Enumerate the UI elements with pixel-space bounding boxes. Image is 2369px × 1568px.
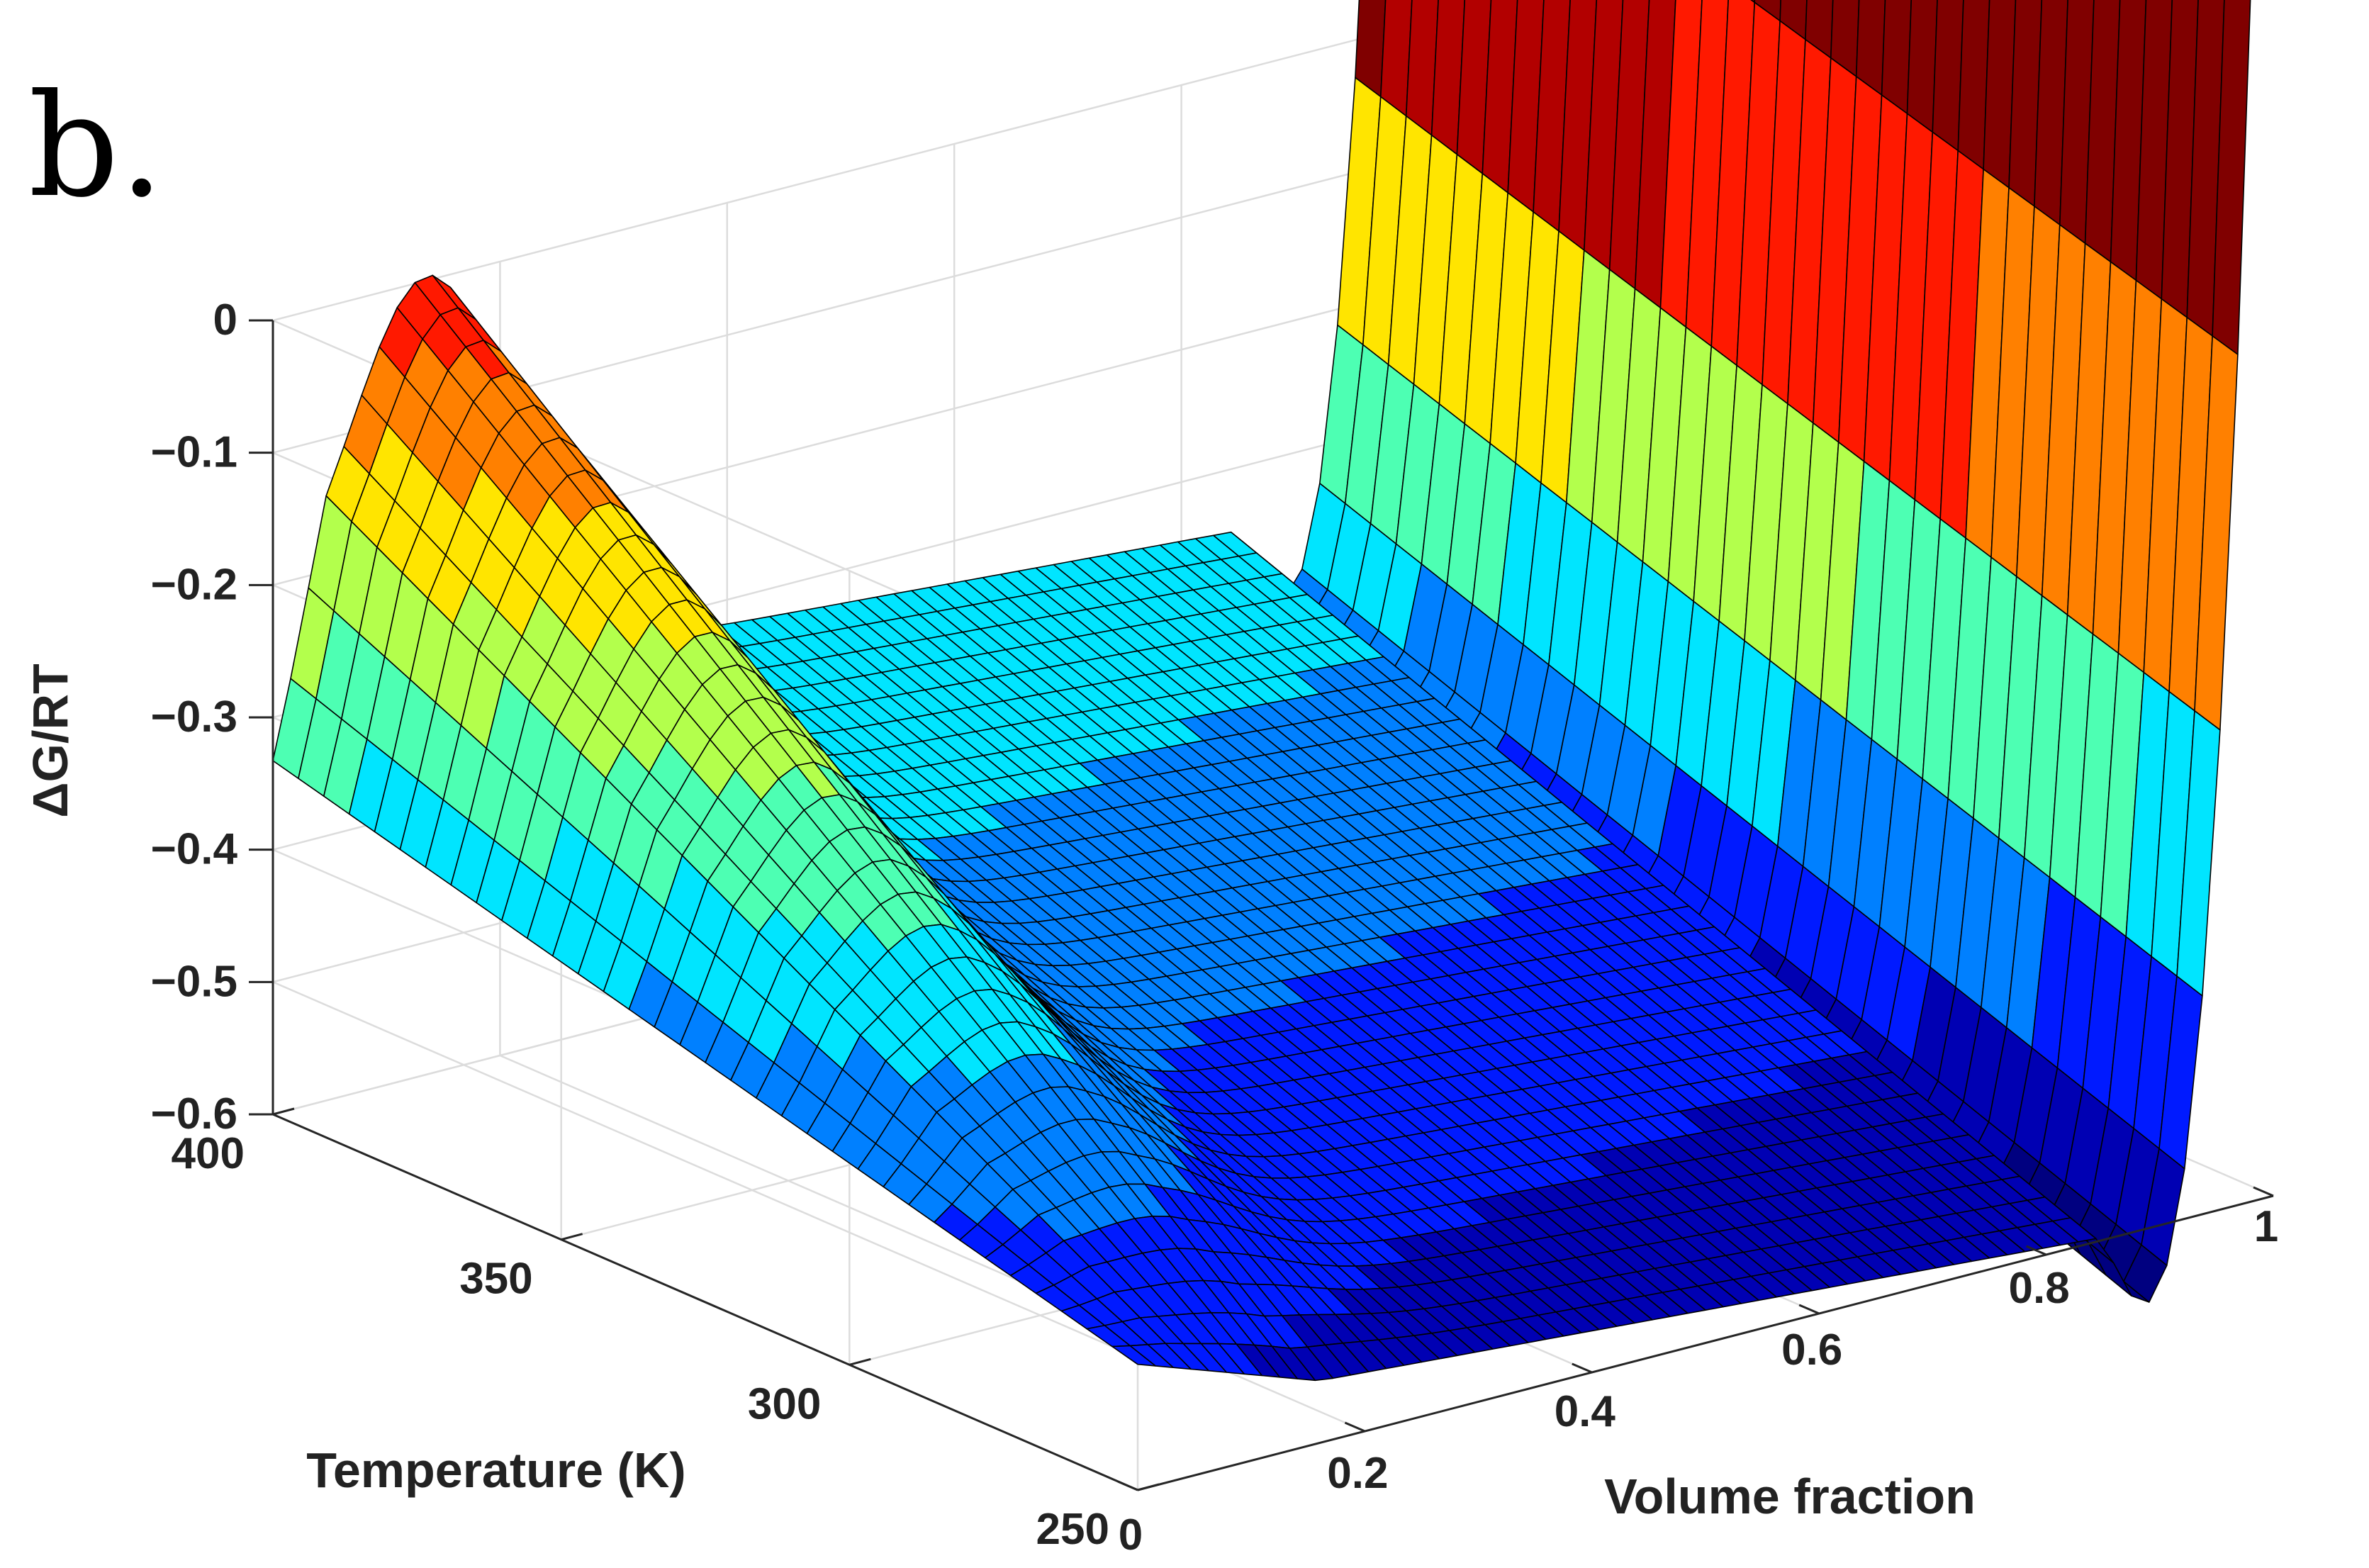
surface-mesh: [272, 0, 2251, 1382]
z-tick-label: −0.2: [151, 560, 237, 609]
x-tick-mark: [1572, 1362, 1593, 1374]
z-tick-label: −0.4: [151, 825, 238, 874]
x-tick-label: 0: [1119, 1511, 1143, 1559]
surface-face: [1456, 0, 1492, 174]
y-tick-label: 300: [748, 1379, 821, 1428]
surface-face: [1754, 0, 1781, 22]
surface-face: [1750, 0, 1756, 4]
x-tick-mark: [2253, 1186, 2274, 1197]
surface-face: [1805, 0, 1834, 59]
surface-face: [1430, 0, 1466, 155]
x-tick-mark: [1344, 1421, 1365, 1433]
surface-face: [2059, 0, 2095, 245]
surface-face: [1482, 0, 1518, 194]
surface-face: [2161, 0, 2199, 318]
y-tick-label: 350: [459, 1255, 532, 1304]
surface-face: [2135, 0, 2173, 300]
surface-face: [1380, 0, 1413, 117]
y-axis-line: [272, 1113, 1138, 1491]
z-tick-label: −0.5: [151, 957, 237, 1006]
x-axis-title: Volume fraction: [1604, 1469, 1976, 1524]
surface-face: [1779, 0, 1808, 40]
x-tick-label: 1: [2254, 1202, 2278, 1251]
z-tick-label: −0.6: [151, 1090, 237, 1138]
z-tick-label: 0: [213, 296, 237, 345]
z-tick-label: −0.1: [151, 428, 237, 477]
surface-face: [1533, 0, 1571, 232]
surface-face: [1830, 0, 1860, 77]
surface-face: [1983, 0, 2017, 189]
y-tick-mark: [849, 1357, 871, 1366]
z-axis-title: ΔG/RT: [23, 663, 78, 818]
z-tick-label: −0.3: [151, 693, 237, 741]
surface-face: [2084, 0, 2121, 263]
x-tick-label: 0.6: [1781, 1326, 1842, 1374]
surface-face: [2110, 0, 2147, 281]
y-tick-label: 250: [1036, 1505, 1109, 1554]
surface-face: [1906, 0, 1938, 133]
x-tick-label: 0.2: [1327, 1449, 1388, 1498]
y-tick-label: 400: [172, 1129, 245, 1178]
surface-face: [1855, 0, 1886, 96]
x-tick-label: 0.8: [2008, 1264, 2069, 1313]
surface-face: [1507, 0, 1545, 213]
y-tick-mark: [272, 1107, 295, 1116]
y-tick-mark: [561, 1233, 583, 1241]
tick-labels: 0 −0.1 −0.2 −0.3 −0.4 −0.5 −0.6 0 0.2 0.4 0.6 0.8 1 2…: [151, 296, 2279, 1559]
x-tick-mark: [2026, 1245, 2047, 1256]
surface-face: [1881, 0, 1912, 114]
surface-face: [1405, 0, 1439, 136]
panel-label: b.: [28, 64, 164, 229]
x-tick-mark: [1798, 1304, 1820, 1315]
y-tick-mark: [1137, 1483, 1160, 1491]
surface-face: [1957, 0, 1990, 170]
x-tick-mark: [1117, 1480, 1138, 1491]
surface-face: [1111, 1345, 1156, 1367]
surface-face: [2212, 0, 2251, 355]
surface-face: [2008, 0, 2043, 207]
surface-face: [1932, 0, 1964, 152]
x-tick-label: 0.4: [1555, 1387, 1616, 1436]
surface-face: [2034, 0, 2068, 225]
surface-face: [1355, 0, 1387, 98]
y-axis-title: Temperature (K): [306, 1443, 685, 1498]
x-axis-line: [1137, 1194, 2274, 1491]
